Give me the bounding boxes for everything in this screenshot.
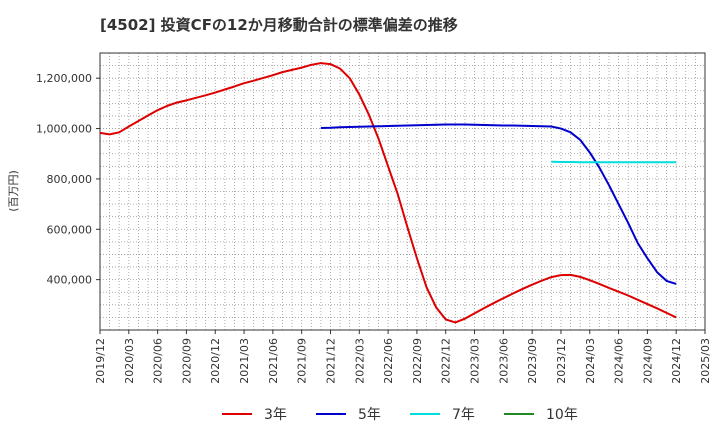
legend-label-2: 5年	[358, 407, 381, 423]
x-tick-label: 2021/03	[238, 338, 251, 384]
x-tick-label: 2023/03	[469, 338, 482, 384]
x-tick-label: 2024/06	[613, 338, 626, 384]
x-tick-label: 2022/09	[411, 338, 424, 384]
x-tick-label: 2021/09	[296, 338, 309, 384]
x-tick-label: 2025/03	[699, 338, 712, 384]
x-axis: 2019/12 2020/03 2020/06 2020/09 2020/12 2021/…	[94, 330, 712, 384]
x-tick-label: 2022/03	[353, 338, 366, 384]
y-tick-label: 1,000,000	[36, 123, 92, 136]
x-tick-label: 2024/03	[584, 338, 597, 384]
x-tick-label: 2022/12	[440, 338, 453, 384]
x-tick-label: 2024/12	[670, 338, 683, 384]
series-layer	[99, 62, 677, 324]
x-tick-label: 2019/12	[94, 338, 107, 384]
y-axis-label: (百万円)	[7, 170, 20, 212]
x-tick-label: 2020/09	[180, 338, 193, 384]
x-tick-label: 2023/12	[555, 338, 568, 384]
y-tick-label: 1,200,000	[36, 72, 92, 85]
y-axis: 400,000 600,000 800,000 1,000,000 1,200,000	[36, 72, 100, 287]
grid-layer	[99, 52, 706, 331]
legend-label-3: 7年	[452, 407, 475, 423]
y-tick-label: 400,000	[47, 274, 93, 287]
x-tick-label: 2023/06	[497, 338, 510, 384]
plot-frame	[99, 52, 706, 331]
x-tick-label: 2023/09	[526, 338, 539, 384]
x-tick-label: 2022/06	[382, 338, 395, 384]
legend-label-1: 3年	[264, 407, 287, 423]
chart-title: [4502] 投資CFの12か月移動合計の標準偏差の推移	[100, 16, 458, 34]
series-line-1	[99, 62, 677, 324]
y-tick-label: 800,000	[47, 173, 93, 186]
series-line-2	[320, 123, 677, 285]
y-tick-label: 600,000	[47, 223, 93, 236]
legend: 3年 5年 7年 10年	[222, 407, 578, 423]
x-tick-label: 2020/06	[152, 338, 165, 384]
x-tick-label: 2020/12	[209, 338, 222, 384]
series-line-3	[551, 160, 677, 164]
x-tick-label: 2024/09	[641, 338, 654, 384]
x-tick-label: 2020/03	[123, 338, 136, 384]
x-tick-label: 2021/12	[324, 338, 337, 384]
x-tick-label: 2021/06	[267, 338, 280, 384]
legend-label-4: 10年	[546, 407, 578, 423]
